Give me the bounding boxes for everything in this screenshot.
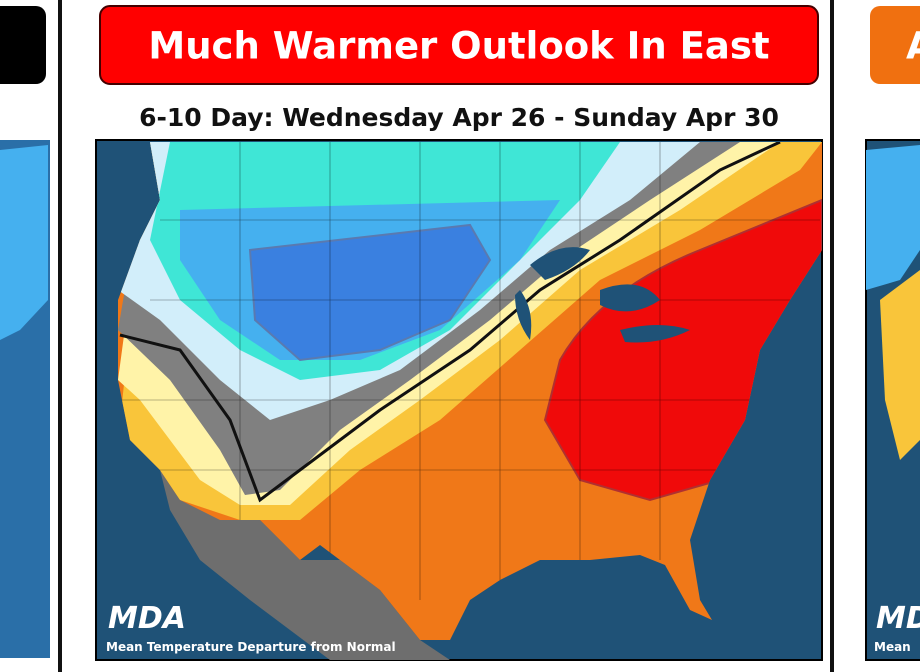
logo: MDA (108, 601, 186, 636)
zero-contour (119, 142, 781, 503)
header-title: Much Warmer Outlook In East (148, 25, 769, 68)
left-header (0, 6, 46, 84)
panel-border (830, 0, 834, 672)
header-box (99, 5, 819, 85)
right-caption: Mean (874, 640, 911, 654)
right-map-band (880, 270, 920, 460)
map: MDA Mean Temperature Departure from Norm… (95, 139, 823, 661)
panel-border (58, 0, 62, 672)
boundaries (118, 142, 820, 600)
great-lakes (515, 247, 690, 343)
map-caption: Mean Temperature Departure from Normal (106, 640, 396, 654)
band-blue (248, 223, 492, 362)
right-panel[interactable]: A MDA Mean (865, 6, 920, 661)
right-header-title: A (906, 25, 920, 68)
left-map-band (0, 145, 48, 340)
left-panel[interactable] (0, 6, 50, 658)
right-map-band (866, 145, 920, 290)
right-logo: MDA (876, 601, 920, 636)
subtitle: 6-10 Day: Wednesday Apr 26 - Sunday Apr … (139, 103, 779, 132)
right-header (870, 6, 920, 84)
